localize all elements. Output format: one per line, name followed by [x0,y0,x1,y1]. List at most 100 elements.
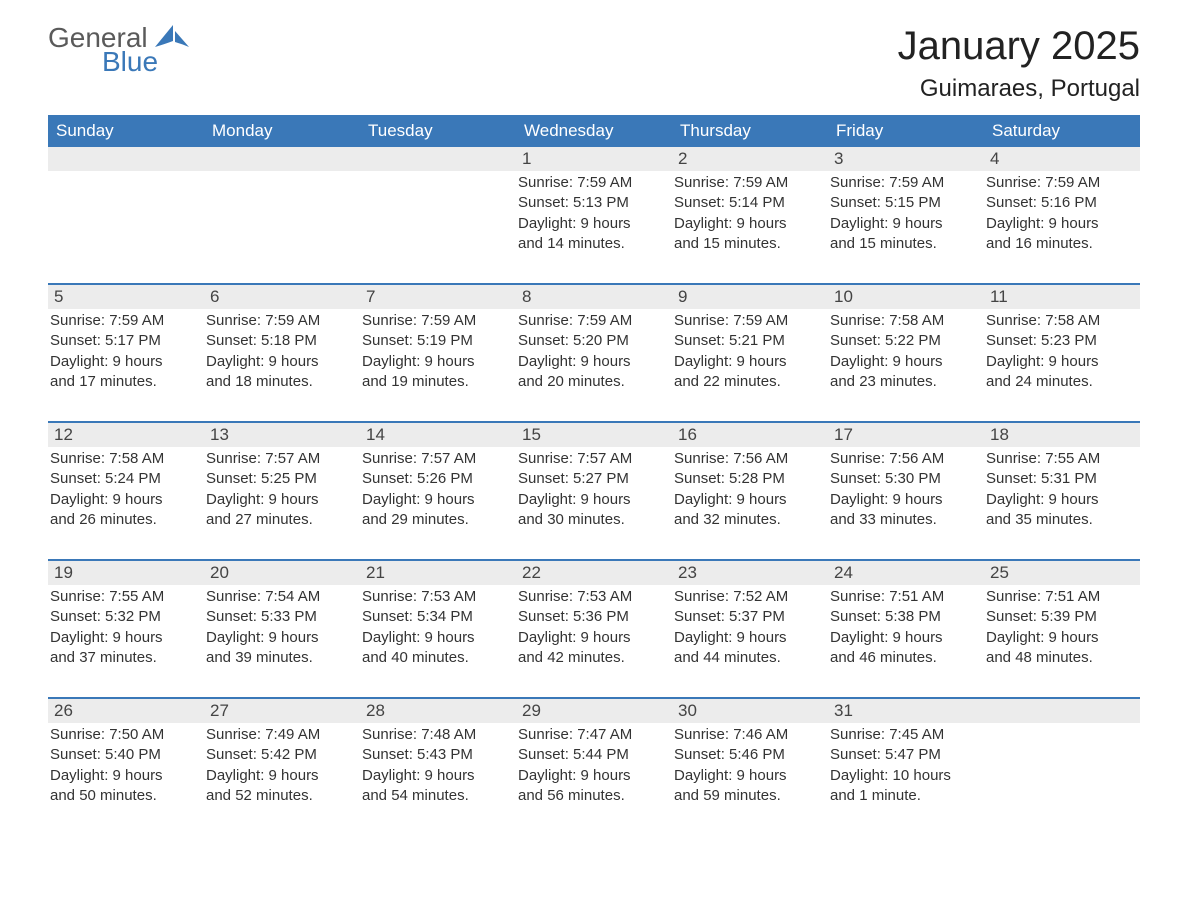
sunset-label: Sunset: 5:24 PM [50,469,198,489]
sunset-label: Sunset: 5:30 PM [830,469,978,489]
day-number: 11 [984,285,1140,309]
day-number: 23 [672,561,828,585]
calendar-cell: 3Sunrise: 7:59 AMSunset: 5:15 PMDaylight… [828,147,984,267]
sunset-label: Sunset: 5:20 PM [518,331,666,351]
calendar-cell: 31Sunrise: 7:45 AMSunset: 5:47 PMDayligh… [828,699,984,819]
weekday-name: Wednesday [516,115,672,147]
daylight1-label: Daylight: 9 hours [518,766,666,786]
sunset-label: Sunset: 5:32 PM [50,607,198,627]
day-number: 20 [204,561,360,585]
weekday-name: Friday [828,115,984,147]
sunrise-label: Sunrise: 7:58 AM [830,311,978,331]
logo: General Blue [48,24,189,76]
daylight1-label: Daylight: 9 hours [830,628,978,648]
calendar-cell: 14Sunrise: 7:57 AMSunset: 5:26 PMDayligh… [360,423,516,543]
sunrise-label: Sunrise: 7:51 AM [986,587,1134,607]
sunset-label: Sunset: 5:13 PM [518,193,666,213]
sunrise-label: Sunrise: 7:58 AM [986,311,1134,331]
day-number: 19 [48,561,204,585]
day-number: 29 [516,699,672,723]
day-number: 2 [672,147,828,171]
daylight1-label: Daylight: 10 hours [830,766,978,786]
daylight2-label: and 42 minutes. [518,648,666,668]
daylight2-label: and 19 minutes. [362,372,510,392]
sunrise-label: Sunrise: 7:53 AM [362,587,510,607]
sunset-label: Sunset: 5:19 PM [362,331,510,351]
calendar-cell: 9Sunrise: 7:59 AMSunset: 5:21 PMDaylight… [672,285,828,405]
day-number: 25 [984,561,1140,585]
day-number: 14 [360,423,516,447]
day-number: 22 [516,561,672,585]
daylight2-label: and 15 minutes. [674,234,822,254]
day-number [984,699,1140,723]
day-number: 21 [360,561,516,585]
calendar-cell: 20Sunrise: 7:54 AMSunset: 5:33 PMDayligh… [204,561,360,681]
daylight2-label: and 23 minutes. [830,372,978,392]
day-details: Sunrise: 7:54 AMSunset: 5:33 PMDaylight:… [204,585,360,670]
calendar-cell: 17Sunrise: 7:56 AMSunset: 5:30 PMDayligh… [828,423,984,543]
sunrise-label: Sunrise: 7:59 AM [362,311,510,331]
daylight1-label: Daylight: 9 hours [674,352,822,372]
sunset-label: Sunset: 5:46 PM [674,745,822,765]
day-details: Sunrise: 7:58 AMSunset: 5:23 PMDaylight:… [984,309,1140,394]
daylight1-label: Daylight: 9 hours [50,490,198,510]
calendar-cell: 19Sunrise: 7:55 AMSunset: 5:32 PMDayligh… [48,561,204,681]
sunrise-label: Sunrise: 7:59 AM [830,173,978,193]
daylight1-label: Daylight: 9 hours [50,766,198,786]
daylight2-label: and 16 minutes. [986,234,1134,254]
sunrise-label: Sunrise: 7:56 AM [830,449,978,469]
sunrise-label: Sunrise: 7:57 AM [362,449,510,469]
calendar-cell: 5Sunrise: 7:59 AMSunset: 5:17 PMDaylight… [48,285,204,405]
day-details: Sunrise: 7:59 AMSunset: 5:15 PMDaylight:… [828,171,984,256]
week-row: 26Sunrise: 7:50 AMSunset: 5:40 PMDayligh… [48,697,1140,819]
daylight2-label: and 48 minutes. [986,648,1134,668]
daylight2-label: and 27 minutes. [206,510,354,530]
logo-sail-icon [155,24,189,52]
day-number: 9 [672,285,828,309]
day-details: Sunrise: 7:59 AMSunset: 5:17 PMDaylight:… [48,309,204,394]
calendar-cell: 18Sunrise: 7:55 AMSunset: 5:31 PMDayligh… [984,423,1140,543]
sunrise-label: Sunrise: 7:59 AM [518,173,666,193]
daylight2-label: and 17 minutes. [50,372,198,392]
day-details: Sunrise: 7:53 AMSunset: 5:36 PMDaylight:… [516,585,672,670]
day-number: 12 [48,423,204,447]
daylight2-label: and 50 minutes. [50,786,198,806]
weekday-header: Sunday Monday Tuesday Wednesday Thursday… [48,115,1140,147]
day-number [360,147,516,171]
sunset-label: Sunset: 5:34 PM [362,607,510,627]
weekday-name: Tuesday [360,115,516,147]
day-details: Sunrise: 7:55 AMSunset: 5:31 PMDaylight:… [984,447,1140,532]
day-details: Sunrise: 7:47 AMSunset: 5:44 PMDaylight:… [516,723,672,808]
daylight2-label: and 39 minutes. [206,648,354,668]
calendar-cell: 2Sunrise: 7:59 AMSunset: 5:14 PMDaylight… [672,147,828,267]
header-row: General Blue January 2025 Guimaraes, Por… [48,24,1140,103]
daylight2-label: and 56 minutes. [518,786,666,806]
sunrise-label: Sunrise: 7:45 AM [830,725,978,745]
location-label: Guimaraes, Portugal [898,75,1140,103]
day-number: 5 [48,285,204,309]
day-number: 27 [204,699,360,723]
daylight1-label: Daylight: 9 hours [206,490,354,510]
daylight2-label: and 29 minutes. [362,510,510,530]
sunset-label: Sunset: 5:39 PM [986,607,1134,627]
daylight1-label: Daylight: 9 hours [206,352,354,372]
day-number: 26 [48,699,204,723]
day-details: Sunrise: 7:59 AMSunset: 5:21 PMDaylight:… [672,309,828,394]
day-details: Sunrise: 7:59 AMSunset: 5:18 PMDaylight:… [204,309,360,394]
calendar: Sunday Monday Tuesday Wednesday Thursday… [48,115,1140,819]
day-details: Sunrise: 7:58 AMSunset: 5:24 PMDaylight:… [48,447,204,532]
sunset-label: Sunset: 5:37 PM [674,607,822,627]
day-number: 10 [828,285,984,309]
sunset-label: Sunset: 5:43 PM [362,745,510,765]
daylight2-label: and 15 minutes. [830,234,978,254]
week-row: 19Sunrise: 7:55 AMSunset: 5:32 PMDayligh… [48,559,1140,681]
calendar-cell [984,699,1140,819]
daylight2-label: and 44 minutes. [674,648,822,668]
sunrise-label: Sunrise: 7:56 AM [674,449,822,469]
calendar-cell: 27Sunrise: 7:49 AMSunset: 5:42 PMDayligh… [204,699,360,819]
sunrise-label: Sunrise: 7:46 AM [674,725,822,745]
calendar-cell: 13Sunrise: 7:57 AMSunset: 5:25 PMDayligh… [204,423,360,543]
sunrise-label: Sunrise: 7:49 AM [206,725,354,745]
daylight2-label: and 33 minutes. [830,510,978,530]
sunset-label: Sunset: 5:22 PM [830,331,978,351]
